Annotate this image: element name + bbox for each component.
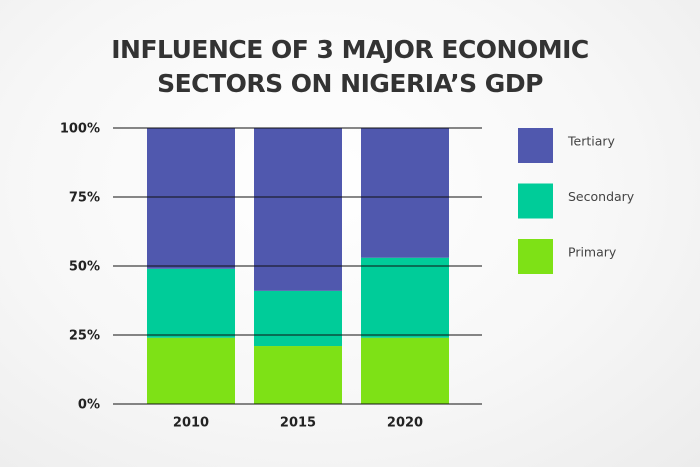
y-tick-label: 25% bbox=[69, 329, 100, 344]
legend-label: Tertiary bbox=[567, 134, 616, 149]
y-tick-label: 100% bbox=[60, 122, 100, 137]
bar-segment bbox=[361, 257, 449, 338]
bar-segment bbox=[147, 337, 235, 404]
bar-segment bbox=[254, 290, 342, 347]
legend-swatch bbox=[518, 128, 553, 163]
bar-segment bbox=[361, 128, 449, 258]
bar-segment bbox=[361, 337, 449, 404]
bar-segment bbox=[147, 128, 235, 269]
y-tick-label: 0% bbox=[78, 398, 100, 413]
bar-segment bbox=[254, 346, 342, 404]
bar-segment bbox=[147, 268, 235, 338]
x-tick-label: 2010 bbox=[173, 416, 209, 431]
x-tick-label: 2020 bbox=[387, 416, 423, 431]
bar-segment bbox=[254, 128, 342, 291]
legend-label: Secondary bbox=[568, 189, 635, 204]
y-tick-label: 50% bbox=[69, 260, 100, 275]
chart-title: INFLUENCE OF 3 MAJOR ECONOMIC SECTORS ON… bbox=[111, 35, 589, 98]
x-tick-label: 2015 bbox=[280, 416, 316, 431]
legend-swatch bbox=[518, 183, 553, 219]
legend-swatch bbox=[518, 239, 553, 274]
y-tick-label: 75% bbox=[69, 191, 100, 206]
legend-label: Primary bbox=[568, 245, 617, 260]
